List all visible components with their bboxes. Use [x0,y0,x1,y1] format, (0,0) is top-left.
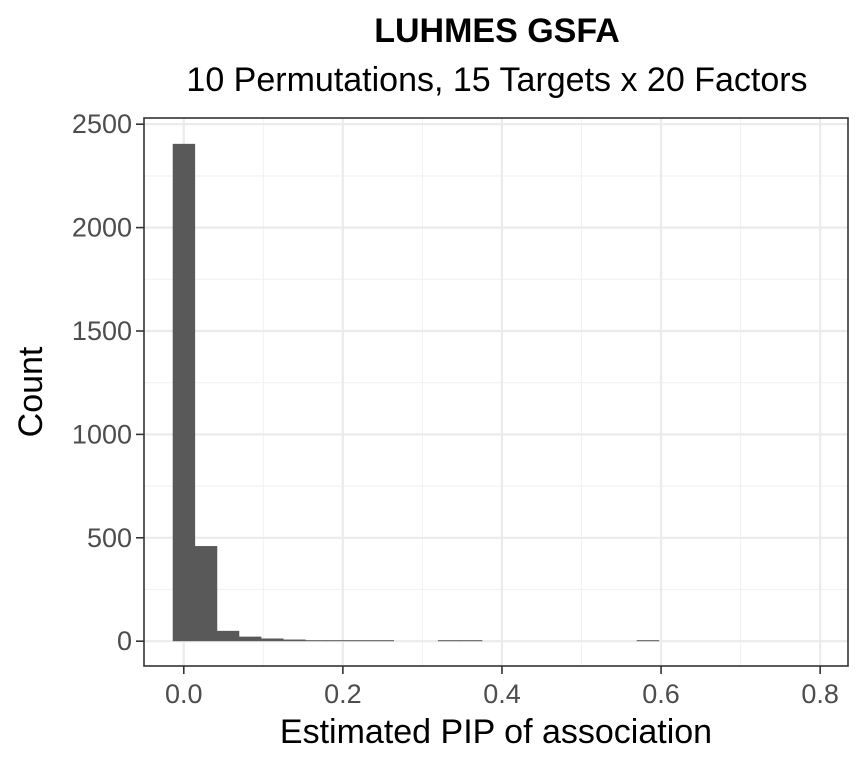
histogram-bar [459,640,483,642]
y-tick-label: 500 [87,523,132,553]
histogram-bar [216,630,240,642]
x-tick-label: 0.8 [801,679,839,709]
histogram-bars [172,143,660,642]
chart-subtitle: 10 Permutations, 15 Targets x 20 Factors [186,61,807,99]
major-gridlines [144,118,848,666]
histogram-bar [238,636,262,642]
x-tick-label: 0.6 [642,679,680,709]
histogram-bar [194,546,218,642]
x-tick-label: 0.4 [483,679,521,709]
x-axis-label: Estimated PIP of association [280,713,712,751]
panel-border [143,117,849,667]
y-tick-label: 0 [117,626,132,656]
histogram-bar [305,640,328,642]
histogram-bar [172,143,196,642]
y-tick-label: 1000 [72,419,132,449]
x-axis-ticks: 0.0 0.2 0.4 0.6 0.8 [165,666,839,709]
y-tick-label: 1500 [72,316,132,346]
histogram-bar [636,640,660,642]
histogram-bar [327,640,350,642]
y-tick-label: 2000 [72,213,132,243]
x-tick-label: 0.2 [324,679,362,709]
histogram-bar [349,640,372,642]
y-axis-label: Count [12,346,50,437]
y-axis-ticks: 0 500 1000 1500 2000 2500 [72,109,144,656]
x-tick-label: 0.0 [165,679,203,709]
histogram-bar [283,639,306,642]
histogram-bar [261,638,284,642]
histogram-bar [437,640,461,642]
histogram-bar [371,640,395,642]
chart-title: LUHMES GSFA [374,12,620,50]
y-tick-label: 2500 [72,109,132,139]
minor-gridlines [144,118,848,666]
